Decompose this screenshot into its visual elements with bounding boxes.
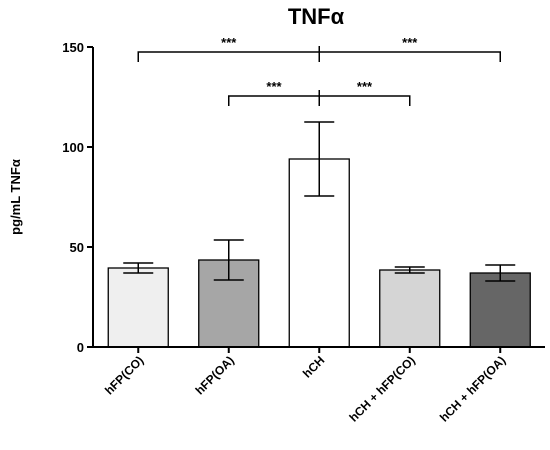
- y-tick-label-150: 150: [62, 40, 84, 55]
- y-tick-label-0: 0: [77, 340, 84, 355]
- bar-5: [469, 272, 531, 348]
- bar-1: [107, 267, 169, 348]
- significance-label-4: ***: [357, 79, 373, 94]
- significance-bracket-4: [318, 95, 411, 106]
- x-tick-label-1: hFP(CO): [102, 353, 146, 397]
- significance-label-1: ***: [221, 35, 237, 50]
- x-tick-label-3: hCH: [300, 353, 327, 380]
- significance-label-3: ***: [266, 79, 282, 94]
- y-axis-label: pg/mL TNFα: [8, 159, 23, 235]
- y-tick-label-100: 100: [62, 140, 84, 155]
- x-tick-label-2: hFP(OA): [193, 353, 237, 397]
- bar-4: [379, 269, 441, 348]
- x-tick-label-5: hCH + hFP(OA): [437, 353, 508, 424]
- significance-bracket-2: [318, 51, 501, 62]
- significance-label-2: ***: [402, 35, 418, 50]
- significance-bracket-1: [137, 51, 320, 62]
- y-tick-label-50: 50: [70, 240, 84, 255]
- chart-title: TNFα: [288, 4, 345, 29]
- x-tick-label-4: hCH + hFP(CO): [346, 353, 417, 424]
- significance-bracket-3: [228, 95, 320, 106]
- plot-area: 0 50 100 150 hFP(CO) hFP(OA) hCH hCH + hFP(CO) h…: [62, 35, 545, 425]
